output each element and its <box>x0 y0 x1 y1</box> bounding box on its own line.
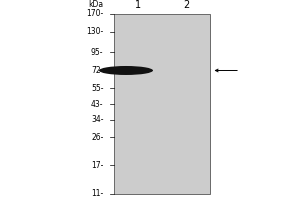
Ellipse shape <box>99 66 153 75</box>
Text: 55-: 55- <box>91 84 103 93</box>
Text: 11-: 11- <box>91 190 104 198</box>
Text: 95-: 95- <box>91 48 103 57</box>
Text: 34-: 34- <box>91 115 103 124</box>
Text: 17-: 17- <box>91 161 104 170</box>
Text: 43-: 43- <box>91 100 103 109</box>
Text: 130-: 130- <box>86 27 103 36</box>
Text: 170-: 170- <box>86 9 103 19</box>
Text: 1: 1 <box>135 0 141 10</box>
Text: 72-: 72- <box>91 66 104 75</box>
FancyBboxPatch shape <box>114 14 210 194</box>
Text: 2: 2 <box>183 0 189 10</box>
Text: 26-: 26- <box>91 133 104 142</box>
Text: kDa: kDa <box>88 0 104 9</box>
